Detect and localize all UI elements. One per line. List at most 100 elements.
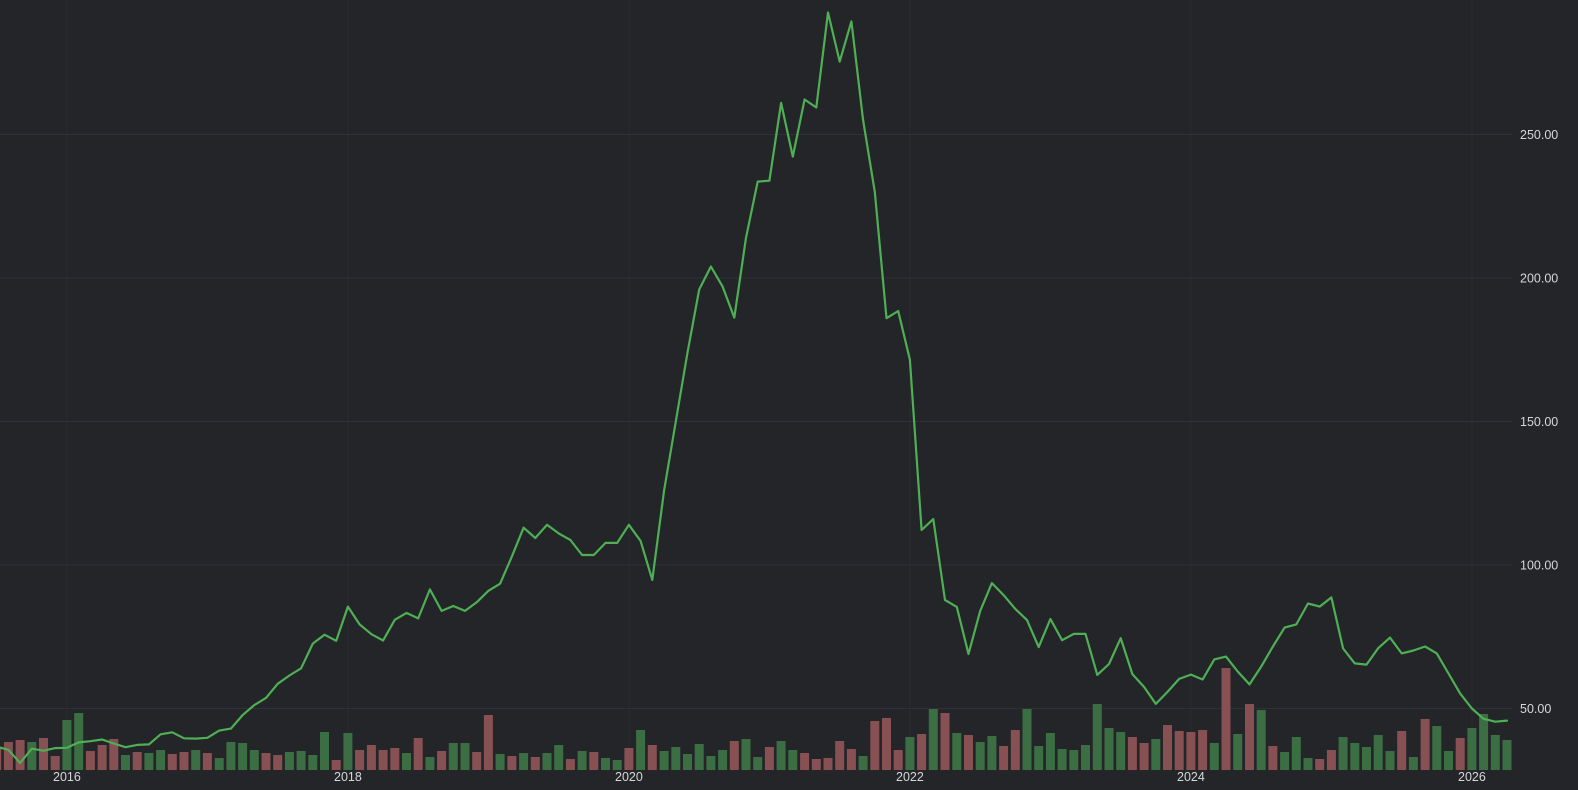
volume-bar bbox=[425, 757, 435, 770]
x-axis-year-label: 2022 bbox=[896, 770, 924, 784]
x-axis-year-label: 2024 bbox=[1177, 770, 1205, 784]
volume-bar bbox=[261, 753, 271, 770]
volume-bar bbox=[273, 755, 283, 770]
volume-bar bbox=[249, 750, 259, 770]
volume-bar bbox=[870, 721, 880, 770]
x-axis-year-label: 2016 bbox=[53, 770, 81, 784]
volume-bar bbox=[1315, 759, 1325, 770]
x-axis-year-label: 2026 bbox=[1458, 770, 1486, 784]
volume-bar bbox=[542, 753, 552, 770]
volume-bar bbox=[132, 752, 142, 770]
volume-bar bbox=[1092, 704, 1102, 770]
volume-bar bbox=[999, 746, 1009, 770]
volume-bar bbox=[1139, 743, 1149, 770]
volume-bar bbox=[647, 745, 657, 770]
volume-bar bbox=[214, 758, 224, 770]
volume-bar bbox=[191, 750, 201, 770]
volume-bar bbox=[507, 756, 517, 770]
volume-bar bbox=[1116, 732, 1126, 770]
volume-bar bbox=[952, 733, 962, 770]
price-line bbox=[0, 11, 1509, 765]
volume-bar bbox=[1432, 726, 1442, 770]
volume-bar bbox=[15, 740, 25, 770]
volume-bar bbox=[226, 742, 236, 770]
volume-bar bbox=[296, 751, 306, 770]
volume-bar bbox=[1022, 709, 1032, 770]
volume-bar bbox=[601, 758, 610, 770]
volume-bar bbox=[1291, 737, 1301, 770]
volume-bar bbox=[167, 754, 177, 770]
volume-bar bbox=[1034, 746, 1044, 770]
volume-bar bbox=[1350, 743, 1360, 770]
volume-bar bbox=[3, 742, 13, 770]
volume-bar bbox=[694, 744, 704, 770]
volume-bar bbox=[940, 713, 950, 770]
volume-bar bbox=[27, 742, 37, 770]
volume-bar bbox=[343, 733, 353, 770]
volume-bar bbox=[858, 756, 868, 770]
volume-bar bbox=[905, 737, 915, 770]
volume-bar bbox=[882, 718, 891, 770]
volume-bar bbox=[671, 747, 681, 770]
volume-bar bbox=[109, 739, 119, 770]
volume-bar bbox=[1186, 732, 1196, 770]
volume-bar bbox=[975, 742, 985, 770]
volume-bar bbox=[846, 749, 856, 770]
volume-bar bbox=[764, 747, 774, 770]
volume-bar bbox=[928, 709, 938, 770]
volume-bar bbox=[741, 739, 751, 770]
volume-bar bbox=[238, 743, 248, 770]
volume-bar bbox=[1502, 740, 1512, 770]
volume-bar bbox=[1444, 751, 1453, 770]
volume-bar bbox=[402, 753, 411, 770]
volume-bar bbox=[1479, 714, 1489, 770]
volume-bar bbox=[50, 756, 60, 770]
volume-bar bbox=[284, 752, 294, 770]
volume-bar bbox=[800, 753, 810, 770]
volume-bar bbox=[1373, 735, 1383, 770]
volume-bar bbox=[202, 753, 212, 770]
volume-bar bbox=[85, 751, 95, 770]
volume-bar bbox=[437, 751, 447, 770]
volume-bar bbox=[835, 741, 845, 770]
volume-bar bbox=[554, 745, 564, 770]
volume-bar bbox=[1245, 704, 1254, 770]
volume-bar bbox=[308, 755, 318, 770]
y-axis-price-label: 200.00 bbox=[1520, 272, 1558, 286]
volume-bar bbox=[987, 736, 997, 770]
volume-bar bbox=[355, 750, 365, 770]
volume-bar bbox=[460, 743, 470, 770]
volume-bar bbox=[156, 750, 166, 770]
y-axis-price-label: 250.00 bbox=[1520, 128, 1558, 142]
volume-bar bbox=[97, 745, 107, 770]
volume-bar bbox=[366, 745, 376, 770]
volume-bar bbox=[1209, 743, 1219, 770]
volume-bar bbox=[472, 752, 482, 770]
volume-bar bbox=[1338, 737, 1348, 770]
volume-bar bbox=[1081, 745, 1090, 770]
volume-bar bbox=[144, 753, 154, 770]
volume-bar bbox=[1467, 728, 1477, 770]
volume-bar bbox=[729, 741, 739, 770]
x-axis-year-label: 2018 bbox=[334, 770, 362, 784]
volume-bar bbox=[1420, 719, 1430, 770]
volume-bar bbox=[1490, 735, 1500, 770]
volume-bar bbox=[1174, 731, 1184, 770]
volume-bar bbox=[121, 755, 130, 770]
volume-bar bbox=[320, 732, 329, 770]
volume-bar bbox=[776, 741, 786, 770]
volume-bar bbox=[495, 754, 505, 770]
volume-bar bbox=[683, 754, 692, 770]
volume-bar bbox=[62, 720, 72, 770]
y-axis-price-label: 150.00 bbox=[1520, 415, 1558, 429]
volume-bar bbox=[1163, 725, 1172, 770]
volume-bar bbox=[1280, 752, 1290, 770]
volume-bar bbox=[0, 748, 2, 770]
volume-bar bbox=[577, 751, 587, 770]
volume-bar bbox=[1069, 750, 1079, 770]
volume-bar bbox=[1268, 746, 1278, 770]
volume-bar bbox=[659, 751, 669, 770]
volume-bar bbox=[483, 715, 493, 770]
